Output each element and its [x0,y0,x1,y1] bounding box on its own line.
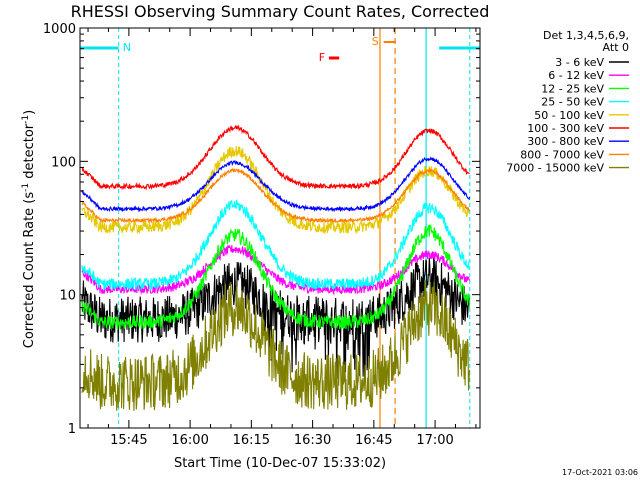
x-tick-label: 16:00 [171,433,208,448]
x-tick-label: 16:45 [355,433,392,448]
legend-label: 300 - 800 keV [527,135,604,148]
axes: 1 10 100 1000 15:45 16:00 16:15 16:30 16:45 17:00 [43,22,481,448]
x-axis-label: Start Time (10-Dec-07 15:33:02) [174,456,386,471]
legend-label: 3 - 6 keV [555,56,604,69]
y-tick-label: 1 [68,422,76,437]
y-tick-label: 100 [51,155,76,170]
legend-label: 50 - 100 keV [534,109,604,122]
series-line-5 [81,124,470,191]
legend-label: 6 - 12 keV [548,69,604,82]
footer-date: 17-Oct-2021 03:06 [562,468,638,477]
y-axis-label: Corrected Count Rate (s-1 detector-1) [21,110,37,348]
series-line-7 [81,167,470,224]
series-line-4 [81,145,470,235]
legend-label: 25 - 50 keV [541,96,604,109]
series-line-3 [81,199,470,291]
legend-header-line1: Det 1,3,4,5,6,9, [543,29,629,42]
legend-label: 100 - 300 keV [527,122,604,135]
chart-title: RHESSI Observing Summary Count Rates, Co… [71,2,490,21]
x-tick-label: 17:00 [416,433,453,448]
legend-label: 12 - 25 keV [541,82,604,95]
plot-frame [79,27,481,429]
y-tick-label: 1000 [43,22,76,37]
legend-label: 7000 - 15000 keV [506,162,604,175]
plot-area: N S F [80,28,480,428]
flare-label: F [319,51,325,64]
y-tick-label: 10 [59,289,76,304]
night-label: N [123,41,131,54]
legend-label: 800 - 7000 keV [520,148,604,161]
saa-label: S [372,35,379,48]
x-tick-label: 15:45 [110,433,147,448]
series-line-2 [81,223,471,330]
x-tick-label: 16:15 [233,433,270,448]
x-tick-label: 16:30 [294,433,331,448]
series-group [80,28,480,428]
legend-header-line2: Att 0 [603,41,629,54]
series-line-6 [81,156,471,213]
series-line-8 [81,279,471,411]
